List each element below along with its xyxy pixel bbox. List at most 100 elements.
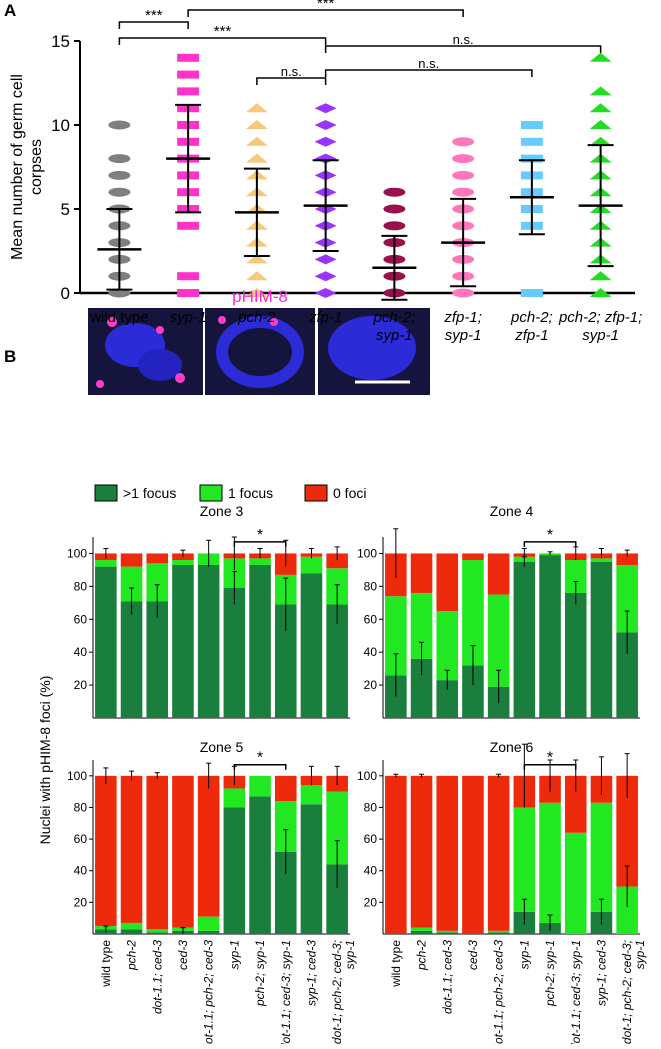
x-tick-label: syp-1: [170, 309, 207, 326]
bar-segment: [274, 604, 297, 718]
point: [177, 53, 200, 62]
bar-segment: [120, 601, 143, 718]
legend-label: 0 foci: [333, 485, 366, 501]
y-tick-label: 5: [61, 200, 70, 219]
bar-segment: [385, 675, 407, 718]
bar-segment: [616, 564, 638, 633]
bar-segment: [487, 594, 510, 687]
x-tick-label: wild type: [89, 309, 148, 326]
legend-swatch: [94, 484, 118, 502]
x-tick-label: wild type: [99, 940, 113, 988]
y-tick-label: 20: [364, 678, 378, 692]
point: [383, 204, 406, 214]
y-tick-label: 20: [74, 895, 88, 909]
point: [108, 120, 131, 130]
focus: [156, 326, 164, 334]
legend-swatch: [304, 484, 328, 502]
significance-bracket: [256, 77, 327, 85]
bar-segment: [487, 930, 510, 933]
point: [177, 70, 200, 79]
x-tick-label: pch-2: [237, 309, 276, 326]
bar-segment: [385, 775, 407, 934]
point: [383, 221, 406, 231]
point: [452, 187, 475, 197]
point: [314, 136, 337, 147]
point: [245, 103, 268, 113]
x-tick-label: dot-1.1; pch-2; ced-3: [492, 940, 506, 1044]
significance-bracket: [324, 69, 533, 77]
x-tick-label: dot-1; pch-2; ced-3;: [620, 940, 634, 1044]
x-tick-label: pch-2;: [373, 309, 416, 326]
bar-segment: [616, 886, 638, 934]
focus: [218, 316, 226, 324]
y-axis-label: Mean number of germ cell: [9, 74, 26, 260]
panel-title: Zone 4: [490, 503, 534, 519]
point: [108, 187, 131, 197]
bar-segment: [436, 932, 459, 934]
x-tick-label: dot-1.1; ced-3; syp-1: [279, 940, 293, 1044]
point: [245, 136, 268, 146]
point: [314, 120, 337, 130]
bar-segment: [249, 564, 271, 718]
bar-segment: [120, 929, 143, 934]
x-tick-label: pch-2; syp-1: [253, 940, 267, 1007]
bar-segment: [95, 775, 117, 927]
bar-segment: [410, 658, 433, 718]
significance-label: ***: [145, 7, 163, 24]
bar-segment: [410, 930, 433, 934]
bar-segment: [146, 601, 169, 718]
bar-segment: [564, 560, 587, 593]
bar-segment: [172, 775, 194, 928]
y-tick-label: 10: [51, 116, 70, 135]
bar-segment: [616, 775, 638, 887]
x-tick-label: syp-1; ced-3: [594, 940, 608, 1006]
bar-segment: [300, 556, 323, 574]
point: [314, 288, 337, 298]
bar-segment: [249, 558, 271, 565]
x-tick-label: zfp-1: [514, 327, 548, 344]
bar-segment: [326, 604, 348, 718]
bar-segment: [513, 561, 536, 718]
bar-segment: [120, 775, 143, 923]
point: [245, 288, 268, 297]
point: [177, 87, 200, 96]
focus: [96, 380, 104, 388]
bar-segment: [385, 596, 407, 676]
y-axis-label: Nuclei with pHIM-8 foci (%): [37, 676, 53, 845]
bar-segment: [326, 864, 348, 934]
panel-letter: B: [4, 347, 16, 366]
point: [314, 271, 337, 282]
significance-label: n.s.: [281, 64, 302, 79]
bar-segment: [410, 553, 433, 593]
point: [383, 187, 406, 197]
significance-bracket: [187, 9, 464, 17]
bar-segment: [462, 560, 484, 666]
significance-bracket: [233, 541, 287, 547]
bar-segment: [564, 775, 587, 833]
x-tick-label: dot-1.1; ced-3: [440, 940, 454, 1014]
panel-title: Zone 3: [200, 503, 244, 519]
bar-segment: [146, 563, 169, 602]
bar-segment: [146, 553, 169, 564]
point: [589, 271, 612, 281]
bar-segment: [487, 553, 510, 595]
x-tick-label: pch-2; syp-1: [543, 940, 557, 1007]
image-label: pHIM-8: [232, 287, 288, 306]
bar-segment: [410, 927, 433, 931]
bar-segment: [300, 785, 323, 805]
point: [589, 120, 612, 129]
bar-segment: [300, 573, 323, 718]
point: [177, 221, 200, 230]
legend-label: 1 focus: [228, 485, 273, 501]
significance-label: *: [547, 750, 553, 767]
legend-swatch: [199, 484, 223, 502]
point: [245, 271, 268, 281]
point: [589, 52, 612, 62]
point: [520, 137, 543, 146]
x-tick-label: syp-1: [376, 327, 413, 344]
y-tick-label: 80: [364, 800, 378, 814]
x-tick-label: syp-1: [633, 940, 647, 969]
x-tick-label: syp-1: [517, 940, 531, 969]
significance-bracket: [118, 37, 327, 45]
bar-segment: [120, 553, 143, 567]
